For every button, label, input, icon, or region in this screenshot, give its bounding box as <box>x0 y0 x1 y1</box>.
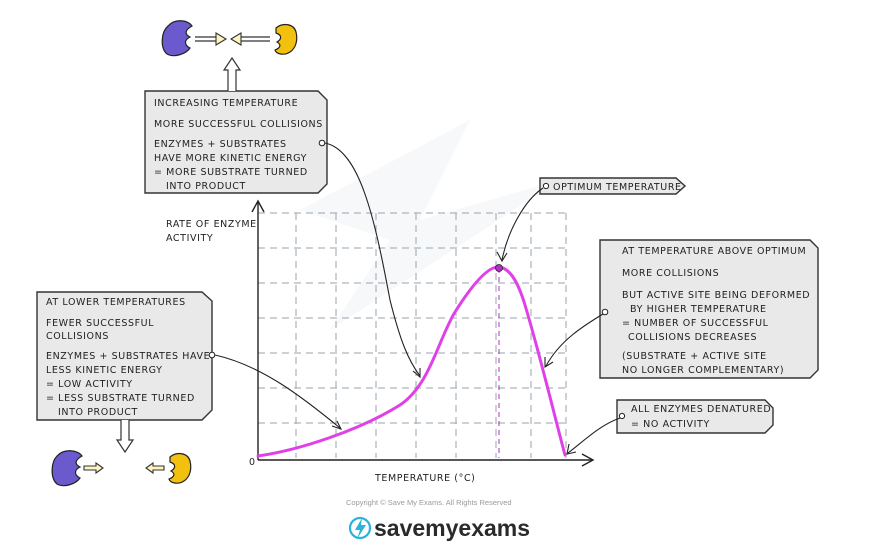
leader-denatured-to-curve <box>567 417 621 454</box>
above-line5: COLLISIONS DECREASES <box>628 332 757 343</box>
top-enzyme-substrate-pair <box>161 20 298 57</box>
origin-label: 0 <box>249 457 256 468</box>
watermark <box>300 120 560 330</box>
leader-increasing-to-curve <box>324 142 421 377</box>
lower-line6: = LESS SUBSTRATE TURNED <box>46 393 195 404</box>
enzyme-shape-top <box>161 20 193 57</box>
x-axis-label: TEMPERATURE (°C) <box>374 473 476 484</box>
graph-grid <box>258 212 567 458</box>
substrate-shape-bottom <box>168 452 192 484</box>
increasing-line2: ENZYMES + SUBSTRATES <box>154 139 287 150</box>
lightning-icon <box>348 516 372 540</box>
above-title: AT TEMPERATURE ABOVE OPTIMUM <box>622 246 806 257</box>
increasing-line5: INTO PRODUCT <box>166 181 246 192</box>
increasing-title: INCREASING TEMPERATURE <box>154 98 298 109</box>
lower-line2: COLLISIONS <box>46 331 109 342</box>
lower-line5: = LOW ACTIVITY <box>46 379 133 390</box>
lower-line3: ENZYMES + SUBSTRATES HAVE <box>46 351 210 362</box>
above-line7: NO LONGER COMPLEMENTARY) <box>622 365 784 376</box>
optimum-label: OPTIMUM TEMPERATURE <box>553 182 682 193</box>
y-axis-label-line2: ACTIVITY <box>166 233 213 244</box>
denatured-line2: = NO ACTIVITY <box>631 419 710 430</box>
up-arrow <box>222 56 242 91</box>
above-line4: = NUMBER OF SUCCESSFUL <box>622 318 769 329</box>
leader-optimum-to-peak <box>501 187 544 261</box>
callout-above-optimum: AT TEMPERATURE ABOVE OPTIMUM MORE COLLIS… <box>599 239 819 379</box>
y-axis-label-line1: RATE OF ENZYME <box>166 219 257 230</box>
callout-lower-temperatures: AT LOWER TEMPERATURES FEWER SUCCESSFUL C… <box>36 291 216 421</box>
enzyme-activity-curve <box>256 265 567 458</box>
callout-increasing-temperature: INCREASING TEMPERATURE MORE SUCCESSFUL C… <box>144 90 328 194</box>
brand-name: savemyexams <box>374 515 530 541</box>
increasing-line3: HAVE MORE KINETIC ENERGY <box>154 153 307 164</box>
lower-line4: LESS KINETIC ENERGY <box>46 365 163 376</box>
callout-optimum: OPTIMUM TEMPERATURE <box>539 177 687 195</box>
lower-title: AT LOWER TEMPERATURES <box>46 297 186 308</box>
down-arrow <box>115 420 135 454</box>
bottom-enzyme-substrate-pair <box>51 450 192 487</box>
leader-lower-to-curve <box>214 354 341 429</box>
enzyme-shape-bottom <box>51 450 83 487</box>
above-line2: BUT ACTIVE SITE BEING DEFORMED <box>622 290 810 301</box>
above-line1: MORE COLLISIONS <box>622 268 719 279</box>
callout-denatured: ALL ENZYMES DENATURED = NO ACTIVITY <box>616 399 774 434</box>
substrate-shape-top <box>274 23 298 55</box>
lower-line1: FEWER SUCCESSFUL <box>46 318 154 329</box>
increasing-line4: = MORE SUBSTRATE TURNED <box>154 167 308 178</box>
lower-line7: INTO PRODUCT <box>58 407 138 418</box>
denatured-line1: ALL ENZYMES DENATURED <box>631 404 771 415</box>
leader-above-to-curve <box>545 313 604 367</box>
increasing-line1: MORE SUCCESSFUL COLLISIONS <box>154 119 323 130</box>
optimum-peak-marker <box>495 264 503 272</box>
save-my-exams-logo: savemyexams <box>348 515 530 541</box>
above-line6: (SUBSTRATE + ACTIVE SITE <box>622 351 767 362</box>
copyright-text: Copyright © Save My Exams. All Rights Re… <box>346 498 512 507</box>
graph-axes <box>251 199 595 467</box>
above-line3: BY HIGHER TEMPERATURE <box>630 304 767 315</box>
